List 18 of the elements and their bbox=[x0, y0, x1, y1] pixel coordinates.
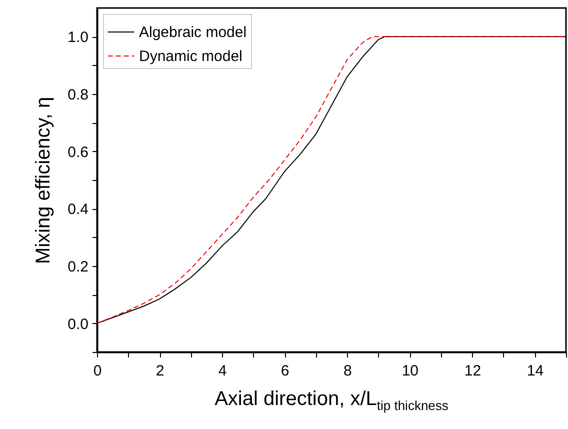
x-tick-label: 12 bbox=[464, 362, 482, 380]
x-axis-title: Axial direction, x/L$_{tip thickness}$ bbox=[214, 388, 450, 413]
legend-label: Algebraic model bbox=[139, 24, 247, 41]
x-tick-label: 0 bbox=[93, 362, 102, 380]
y-tick-label: 0.0 bbox=[68, 316, 88, 333]
x-tick-label: 8 bbox=[343, 362, 352, 380]
legend-label: Dynamic model bbox=[139, 48, 242, 65]
y-axis-title: Mixing efficiency, η bbox=[32, 96, 55, 264]
x-tick-label: 10 bbox=[402, 362, 419, 380]
x-tick-label: 14 bbox=[526, 362, 544, 380]
x-tick-label: 6 bbox=[280, 362, 290, 380]
y-tick-label: 0.2 bbox=[68, 258, 88, 276]
x-tick-label: 2 bbox=[156, 362, 164, 380]
y-tick-label: 1.0 bbox=[68, 29, 88, 46]
y-tick-label: 0.4 bbox=[68, 201, 88, 218]
y-tick-label: 0.6 bbox=[68, 144, 88, 161]
x-tick-label: 4 bbox=[218, 362, 227, 380]
y-tick-label: 0.8 bbox=[68, 86, 88, 104]
